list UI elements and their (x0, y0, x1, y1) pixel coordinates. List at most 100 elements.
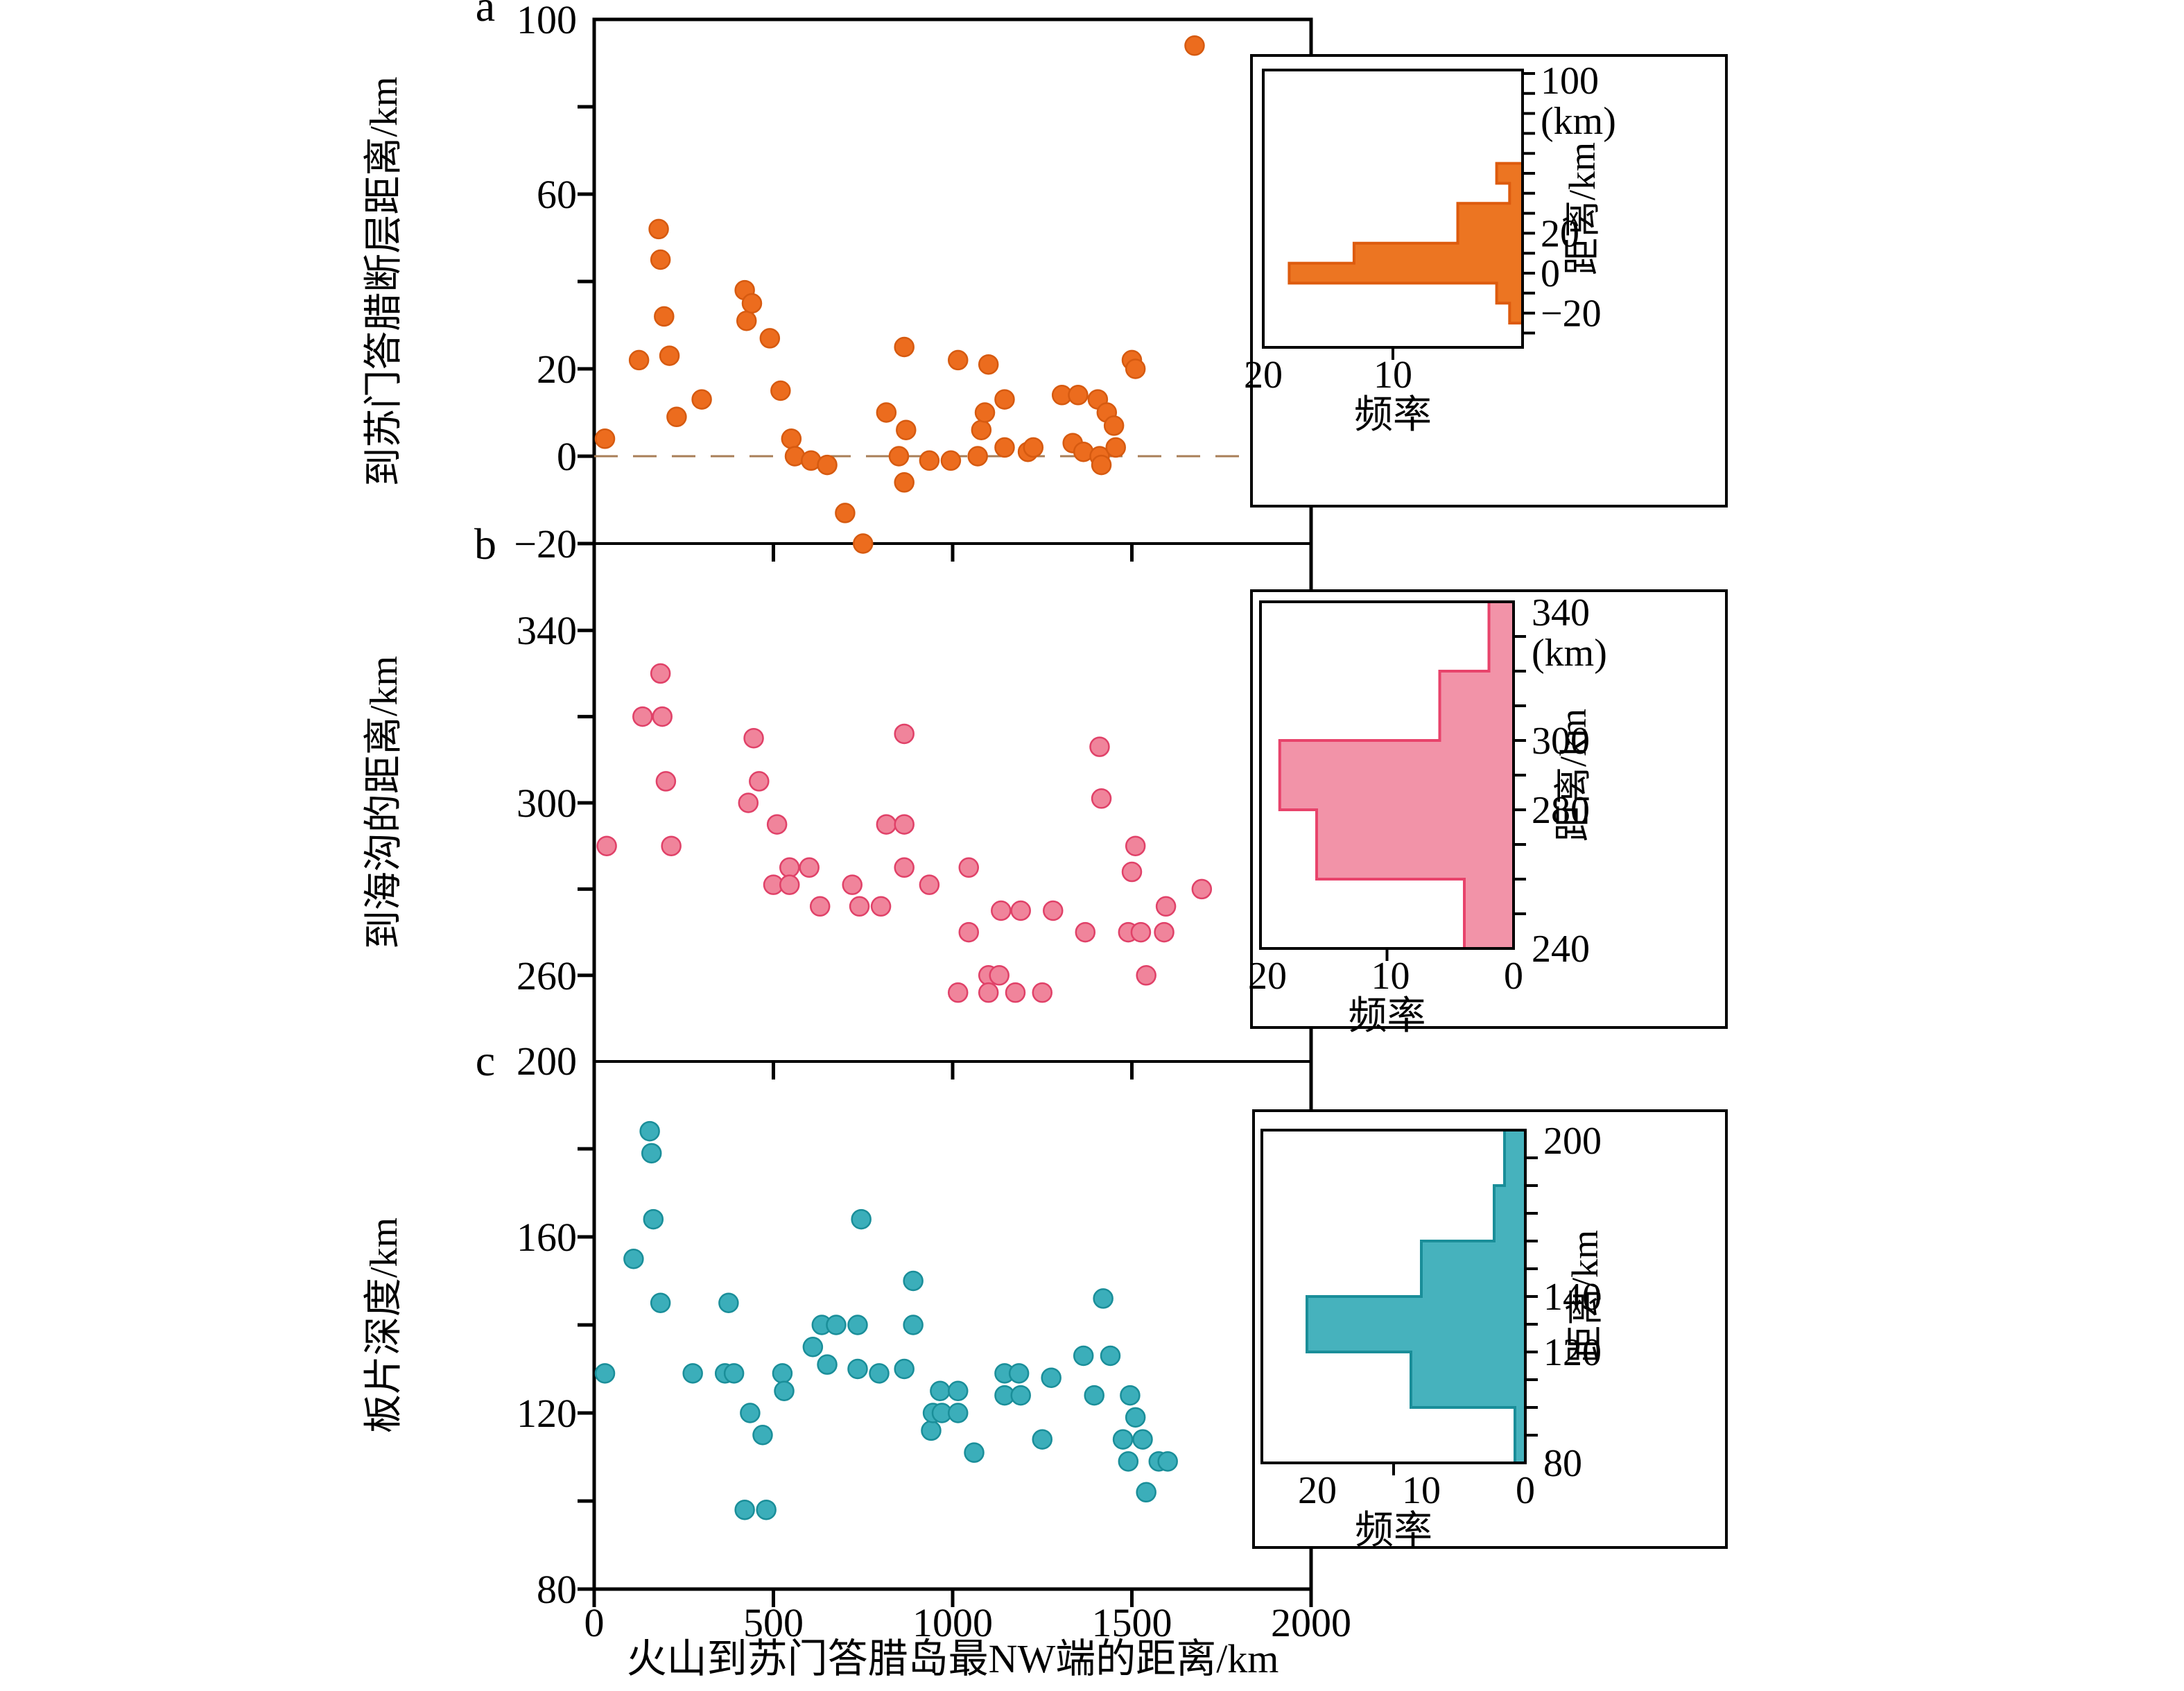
scatter-point (876, 402, 897, 423)
scatter-point (1125, 835, 1146, 856)
inset-freq-title: 频率 (1354, 394, 1432, 437)
scatter-point (1191, 878, 1213, 900)
histogram-shape (1306, 1129, 1527, 1464)
scatter-point (650, 663, 671, 684)
x-tick-label: 1000 (912, 1600, 993, 1645)
scatter-point (752, 1425, 773, 1446)
inset-axis-label: 距离/km (1552, 709, 1594, 842)
y-tick-label: 160 (517, 1215, 577, 1260)
scatter-point (919, 450, 940, 471)
scatter-point (1008, 1363, 1030, 1384)
scatter-point (847, 1315, 868, 1335)
scatter-point (682, 1363, 703, 1384)
main-plot-layer (578, 17, 1313, 1607)
scatter-point (919, 874, 940, 895)
y-tick-label: 100 (517, 0, 577, 42)
x-axis-title: 火山到苏门答腊岛最NW端的距离/km (627, 1636, 1279, 1681)
scatter-point (869, 1363, 890, 1384)
scatter-point (718, 1292, 739, 1313)
y-tick-label: 300 (517, 781, 577, 826)
scatter-point (723, 1363, 745, 1384)
scatter-point (781, 428, 802, 449)
scatter-point (894, 857, 915, 878)
scatter-point (1093, 1288, 1113, 1309)
scatter-point (652, 706, 673, 727)
scatter-point (948, 1403, 969, 1423)
scatter-point (894, 814, 915, 835)
scatter-point (876, 814, 897, 835)
scatter-point (594, 1363, 616, 1384)
scatter-point (1100, 1345, 1121, 1367)
scatter-point (1010, 1385, 1031, 1406)
histogram-shape (1288, 162, 1524, 324)
y-tick-label: 120 (517, 1391, 577, 1436)
scatter-point (1157, 1451, 1178, 1472)
inset-freq-label: 10 (1371, 955, 1410, 998)
scatter-point (1041, 1367, 1061, 1388)
inset-freq-label: 10 (1373, 354, 1412, 397)
y-tick-label: 60 (537, 172, 577, 217)
inset-freq-label: 20 (1244, 354, 1283, 397)
scatter-point (661, 835, 682, 856)
y-tick-label: −20 (514, 521, 577, 566)
scatter-series-b (596, 663, 1213, 1003)
scatter-point (1084, 1385, 1104, 1406)
scatter-point (655, 771, 677, 792)
panel-letter: b (474, 519, 496, 569)
y-axis-title: 到苏门答腊断层距离/km (363, 76, 406, 486)
x-tick-label: 1500 (1092, 1600, 1172, 1645)
scatter-point (894, 336, 915, 358)
scatter-series-a (594, 35, 1205, 554)
inset-freq-label: 0 (1504, 955, 1523, 998)
scatter-point (1154, 921, 1175, 943)
inset-head-unit: (km) (1541, 100, 1616, 143)
scatter-point (779, 874, 800, 895)
scatter-point (766, 814, 788, 835)
y-tick-label: 340 (517, 608, 577, 653)
scatter-point (659, 345, 680, 366)
scatter-point (1075, 921, 1096, 943)
scatter-point (978, 354, 999, 375)
scatter-point (851, 1208, 872, 1230)
x-tick-label: 0 (584, 1600, 605, 1645)
y-tick-label: 0 (557, 434, 577, 479)
scatter-series-c (594, 1120, 1178, 1520)
scatter-point (978, 982, 999, 1003)
scatter-point (1132, 1429, 1153, 1450)
x-tick-label: 2000 (1271, 1600, 1351, 1645)
scatter-point (809, 896, 831, 917)
y-tick-label: 20 (537, 347, 577, 392)
scatter-point (994, 389, 1015, 410)
inset-freq-label: 10 (1402, 1469, 1441, 1512)
scatter-point (1136, 1482, 1156, 1503)
scatter-point (1103, 415, 1125, 436)
panel-letter: c (476, 1036, 495, 1085)
y-axis-title: 板片深度/km (363, 1217, 406, 1433)
inset-freq-label: 20 (1298, 1469, 1337, 1512)
scatter-point (1112, 1429, 1134, 1450)
scatter-point (1073, 1345, 1094, 1367)
scatter-point (817, 1354, 838, 1375)
scatter-point (1010, 900, 1031, 921)
scatter-point (958, 857, 980, 878)
scatter-point (940, 450, 962, 471)
inset-value-label: 240 (1532, 928, 1590, 971)
panel-b (578, 628, 1213, 1003)
scatter-point (967, 446, 988, 467)
scatter-point (1120, 1385, 1141, 1406)
scatter-point (849, 896, 870, 917)
scatter-point (1023, 437, 1044, 458)
scatter-point (749, 771, 770, 792)
x-tick-label: 500 (743, 1600, 804, 1645)
scatter-point (826, 1315, 847, 1335)
scatter-point (964, 1442, 985, 1463)
scatter-point (971, 419, 992, 440)
scatter-point (948, 982, 969, 1003)
scatter-point (1089, 736, 1110, 757)
scatter-point (1043, 900, 1064, 921)
y-tick-label: 80 (537, 1567, 577, 1612)
scatter-point (1105, 437, 1126, 458)
scatter-point (1184, 35, 1205, 56)
